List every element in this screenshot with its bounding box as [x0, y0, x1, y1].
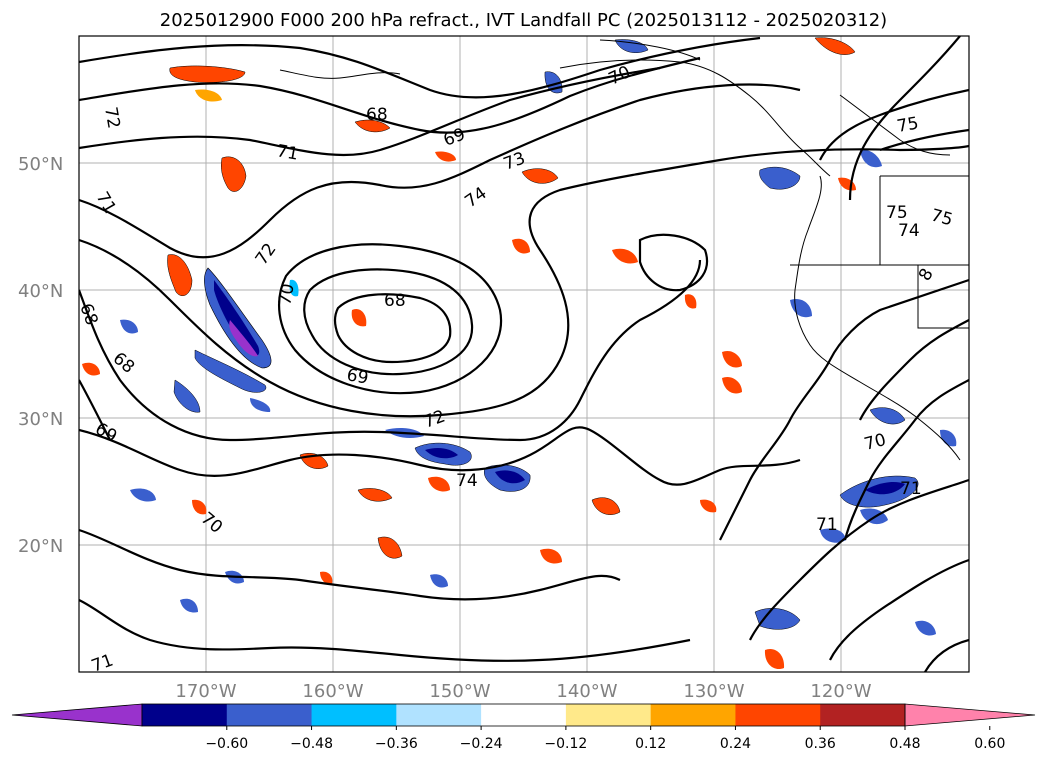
- contours: [79, 36, 969, 672]
- colorbar-ticks: −0.60 −0.48 −0.36 −0.24 −0.12 0.12 0.24 0.36 0.4…: [205, 726, 1005, 752]
- colorbar-tick-label: 0.12: [635, 736, 666, 752]
- colorbar: [11, 703, 1036, 727]
- lon-label: 120°W: [810, 681, 871, 702]
- lat-label: 30°N: [18, 409, 63, 430]
- colorbar-tick-label: −0.12: [544, 736, 587, 752]
- colorbar-segment: [311, 704, 397, 726]
- colorbar-tick-label: −0.60: [205, 736, 248, 752]
- lat-label: 20°N: [18, 536, 63, 557]
- colorbar-segment: [735, 704, 821, 726]
- map-border: [78, 35, 970, 673]
- colorbar-tick-label: 0.24: [720, 736, 751, 752]
- colorbar-segment: [565, 704, 652, 726]
- contour-label: 75: [886, 203, 908, 223]
- contour-label: 71: [275, 141, 300, 164]
- latitude-labels: 50°N 40°N 30°N 20°N: [18, 154, 63, 557]
- lon-label: 130°W: [683, 681, 744, 702]
- lat-label: 50°N: [18, 154, 63, 175]
- colorbar-tick-label: 0.48: [889, 736, 920, 752]
- longitude-labels: 170°W 160°W 150°W 140°W 130°W 120°W: [175, 681, 871, 702]
- colorbar-tick-label: −0.24: [460, 736, 503, 752]
- map-panel: [79, 36, 969, 672]
- map-title: 2025012900 F000 200 hPa refract., IVT La…: [159, 10, 888, 31]
- colorbar-tick-label: 0.36: [805, 736, 836, 752]
- colorbar-tick-label: 0.60: [974, 736, 1005, 752]
- gridlines: [79, 36, 969, 672]
- lon-label: 170°W: [175, 681, 236, 702]
- colorbar-segment: [226, 704, 313, 726]
- contour-label: 70: [275, 282, 298, 307]
- lon-label: 160°W: [302, 681, 363, 702]
- contour-label: 75: [895, 113, 920, 136]
- colorbar-outline: [141, 703, 906, 727]
- lon-label: 150°W: [429, 681, 490, 702]
- contour-label: 74: [456, 471, 478, 491]
- lon-label: 140°W: [556, 681, 617, 702]
- contour-label: 71: [89, 651, 116, 677]
- contour-label: 71: [816, 515, 838, 535]
- colorbar-extend-high: [904, 703, 1036, 727]
- contour-label: 69: [345, 365, 370, 388]
- contour-label: 71: [900, 479, 922, 499]
- colorbar-segment: [820, 704, 906, 726]
- coastlines: [279, 39, 969, 461]
- colorbar-segment: [650, 704, 736, 726]
- colorbar-extend-low: [11, 703, 143, 727]
- contour-label: 68: [384, 291, 406, 311]
- lat-label: 40°N: [18, 281, 63, 302]
- colorbar-segment: [396, 704, 482, 726]
- colorbar-tick-label: −0.36: [375, 736, 418, 752]
- contour-label: 74: [898, 221, 920, 241]
- contour-label: 72: [100, 105, 123, 130]
- colorbar-segment: [481, 704, 567, 726]
- contour-label: 68: [366, 105, 388, 125]
- colorbar-segment: [142, 704, 228, 726]
- colorbar-tick-label: −0.48: [290, 736, 333, 752]
- contour-label: 68: [75, 301, 101, 328]
